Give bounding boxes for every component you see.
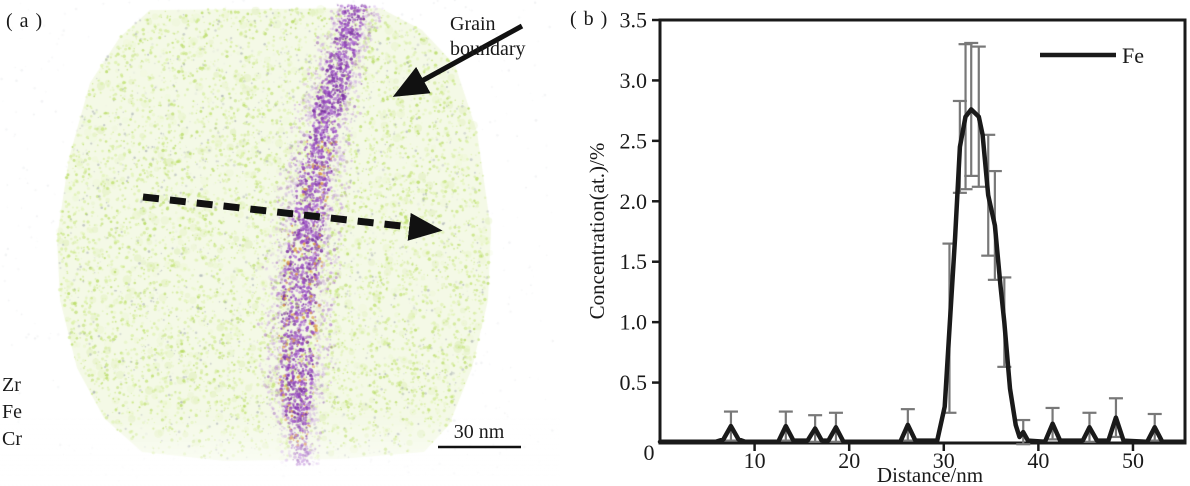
- scale-bar-label: 30 nm: [453, 421, 505, 443]
- element-label-fe: Fe: [2, 401, 22, 423]
- panel-b: 0.5 1.0 1.5 2.0 2.5 3.0 3.5 0 10 20 30 40 50 Distance…: [560, 0, 1190, 486]
- panel-a-annotations: [142, 23, 524, 449]
- y-tick-label: 2.5: [620, 128, 648, 153]
- y-tick-label: 1.5: [620, 249, 648, 274]
- grain-boundary-label-line1: Grain: [450, 13, 496, 35]
- y-tick-label: 1.0: [620, 310, 648, 335]
- y-tick-label: 0.5: [620, 370, 648, 395]
- x-axis-title: Distance/nm: [877, 463, 983, 486]
- grain-boundary-arrow: [392, 23, 524, 97]
- x-tick-label: 20: [838, 448, 860, 473]
- y-tick-label: 2.0: [620, 189, 648, 214]
- element-label-cr: Cr: [2, 428, 22, 450]
- panel-b-label: ( b ): [570, 8, 609, 30]
- apt-reconstruction-pointcloud: [0, 0, 560, 486]
- legend-label: Fe: [1122, 43, 1144, 68]
- element-label-zr: Zr: [2, 374, 21, 396]
- x-tick-label: 40: [1027, 448, 1049, 473]
- panel-a-label: ( a ): [6, 10, 44, 32]
- fe-profile-line: [657, 107, 1187, 445]
- element-legend: Zr Fe Cr: [2, 372, 22, 453]
- y-axis-title: Concentration(at.)/%: [585, 143, 609, 320]
- analysis-direction-arrow: [142, 193, 443, 241]
- x-origin-label: 0: [644, 440, 655, 465]
- concentration-profile-chart: 0.5 1.0 1.5 2.0 2.5 3.0 3.5 0 10 20 30 40 50 Distance…: [585, 8, 1187, 486]
- panel-a: ( a ) Grain boundary Zr Fe Cr 30 nm: [0, 0, 560, 486]
- y-tick-label: 3.5: [620, 8, 648, 33]
- plot-box: [658, 18, 1187, 445]
- grain-boundary-label: Grain boundary: [450, 12, 526, 62]
- y-tick-label: 3.0: [620, 68, 648, 93]
- x-tick-label: 50: [1122, 448, 1144, 473]
- x-tick-label: 10: [744, 448, 766, 473]
- x-tick-label: 30: [933, 448, 955, 473]
- grain-boundary-label-line2: boundary: [450, 38, 526, 60]
